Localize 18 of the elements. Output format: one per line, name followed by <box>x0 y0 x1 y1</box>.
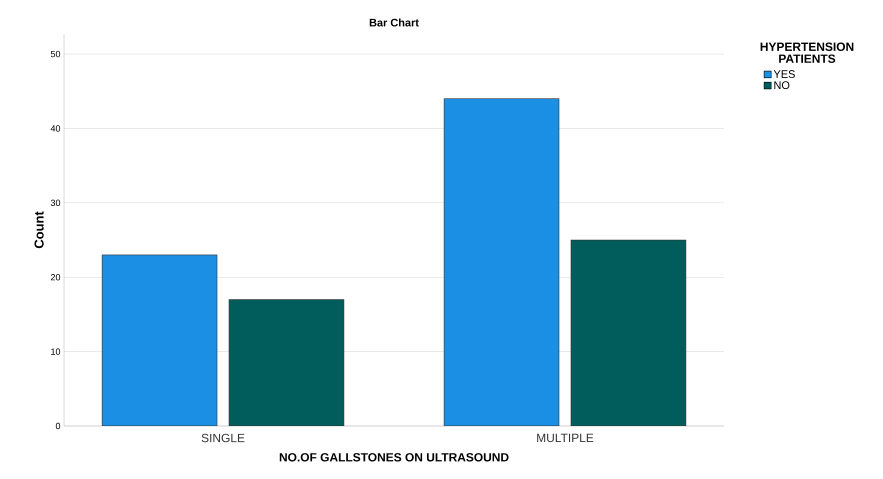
legend-label: YES <box>774 70 795 78</box>
chart-title: Bar Chart <box>370 18 419 26</box>
legend-title: HYPERTENSION PATIENTS <box>760 42 854 63</box>
y-tick-label: 20 <box>50 274 60 280</box>
legend-label: NO <box>774 81 790 90</box>
bar <box>228 299 344 426</box>
x-tick-label: SINGLE <box>202 434 244 442</box>
bar <box>102 254 218 426</box>
x-tick-label: MULTIPLE <box>537 434 594 442</box>
bar <box>444 98 560 426</box>
y-axis-title: Count <box>34 211 44 248</box>
y-tick-label: 30 <box>50 200 60 206</box>
y-tick-label: 40 <box>50 125 60 132</box>
y-tick-label: 0 <box>56 422 60 430</box>
bar <box>570 240 686 426</box>
x-axis-title: NO.OF GALLSTONES ON ULTRASOUND <box>280 453 509 462</box>
y-tick-label: 10 <box>51 348 60 355</box>
y-tick-label: 50 <box>50 50 60 58</box>
